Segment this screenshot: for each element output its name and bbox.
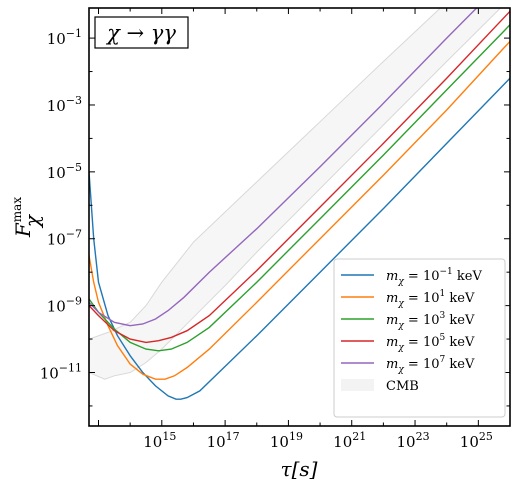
x-tick-label: 1025 [460,430,493,451]
y-axis-label-main: F [11,222,35,238]
legend-label-cmb: CMB [386,379,419,394]
x-tick-label: 1021 [333,430,366,451]
legend-label-2: mχ = 103 keV [386,311,475,331]
svg-text:Fmax: Fmax [10,197,35,238]
series-layer [89,8,510,400]
x-tick-label: 1015 [143,430,176,451]
y-tick-label: 10−5 [47,161,82,182]
legend-label-1: mχ = 101 keV [386,289,475,309]
series-line-0 [89,77,510,400]
cmb-band [89,8,502,380]
x-axis-label: τ[s] [281,457,318,481]
legend-frame [333,258,506,418]
cmb-band-layer [89,8,502,380]
plot-frame [88,7,511,427]
legend-swatch-cmb [341,379,374,391]
y-tick-label: 10−1 [47,27,82,48]
x-tick-label: 1019 [270,430,303,451]
y-axis-label: Fmax χ [10,197,44,238]
y-tick-label: 10−9 [47,295,82,316]
chart-title: χ → γγ [105,21,176,45]
x-tick-label: 1017 [207,430,240,451]
series-line-3 [89,10,510,344]
title-frame [94,16,189,49]
y-tick-label: 10−7 [47,228,82,249]
x-tick-label: 1023 [396,430,429,451]
series-line-4 [89,8,478,327]
ticks-layer: 1015 1017 1019 1021 1023 1025 10−1 10−3 10−5 10−7… [40,8,510,451]
y-tick-label: 10−11 [40,361,82,382]
y-axis-label-sub: χ [20,213,44,229]
series-line-1 [89,40,510,380]
y-tick-label: 10−3 [47,94,82,115]
legend-label-0: mχ = 10−1 keV [386,267,482,287]
title-box: χ → γγ [94,16,189,49]
y-axis-label-sup: max [10,197,24,223]
legend-label-4: mχ = 107 keV [386,355,475,375]
legend-label-3: mχ = 105 keV [386,333,475,353]
